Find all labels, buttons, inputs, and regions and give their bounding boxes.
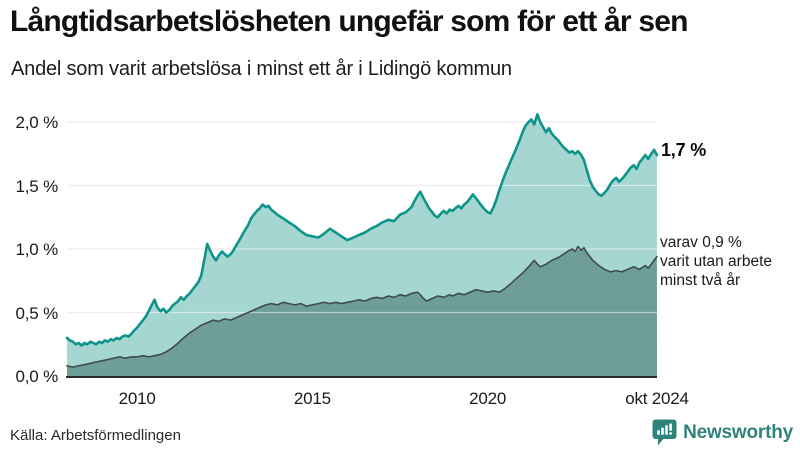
y-tick-label: 1,5 %: [15, 176, 59, 196]
note-line-1: varav 0,9 %: [660, 234, 742, 251]
newsworthy-logo-icon: [652, 419, 677, 446]
chart-subtitle: Andel som varit arbetslösa i minst ett å…: [11, 58, 512, 80]
series-note-annotation: varav 0,9 % varit utan arbete minst två …: [660, 233, 772, 290]
y-tick-label: 0,0 %: [15, 367, 59, 386]
source-credit: Källa: Arbetsförmedlingen: [10, 427, 181, 444]
area-fill: [67, 246, 657, 376]
y-tick-label: 0,5 %: [15, 303, 59, 323]
brand-name: Newsworthy: [683, 422, 793, 443]
x-tick-label: okt 2024: [625, 389, 689, 408]
end-value-annotation: 1,7 %: [661, 140, 707, 160]
x-tick-label: 2020: [469, 389, 507, 408]
note-line-2: varit utan arbete: [660, 253, 773, 270]
page-title: Långtidsarbetslösheten ungefär som för e…: [10, 5, 688, 38]
y-tick-label: 2,0 %: [15, 113, 59, 132]
x-tick-label: 2015: [293, 389, 331, 408]
x-tick-label: 2010: [118, 389, 156, 408]
note-line-3: minst två år: [660, 272, 741, 289]
series-line: [65, 113, 659, 347]
y-tick-label: 1,0 %: [15, 240, 59, 259]
series-line: [66, 245, 658, 368]
brand-lockup: Newsworthy: [652, 419, 793, 447]
